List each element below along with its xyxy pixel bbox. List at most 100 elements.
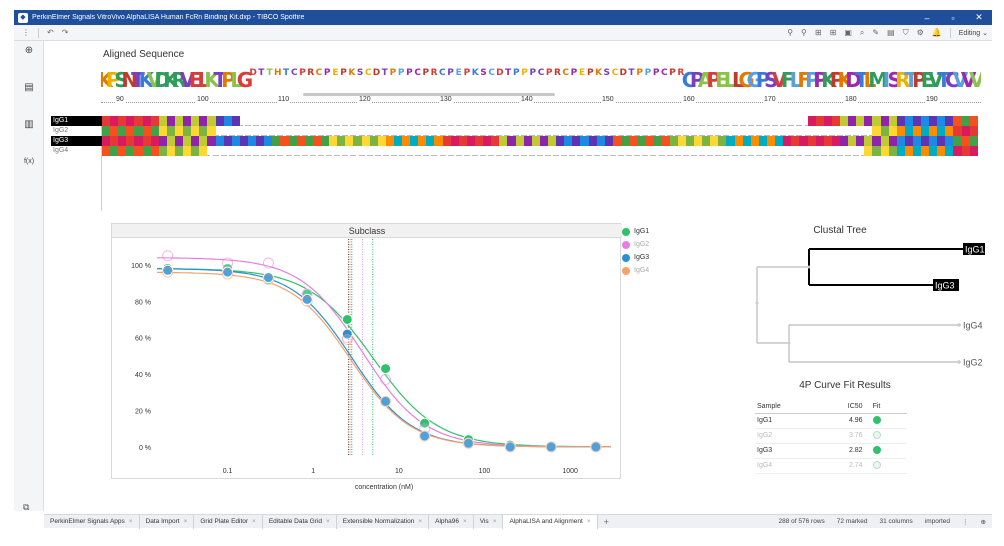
- redo-icon[interactable]: ↷: [61, 28, 69, 37]
- undo-icon[interactable]: ↶: [47, 28, 54, 37]
- logo-letter: D: [496, 68, 503, 78]
- tree-leaf-label[interactable]: IgG3: [935, 281, 955, 291]
- alignment-scrollbar[interactable]: [303, 93, 555, 96]
- tree-leaf-label[interactable]: IgG2: [963, 358, 983, 368]
- toolbar-tool-icon[interactable]: ⚲: [801, 28, 807, 37]
- table-row[interactable]: IgG4 2.74: [755, 458, 907, 474]
- page-tab[interactable]: Alpha96 ×: [429, 514, 474, 529]
- logo-letter: F: [797, 68, 811, 91]
- table-row[interactable]: IgG1 4.96: [755, 413, 907, 429]
- minimize-button[interactable]: –: [924, 12, 930, 23]
- tab-close-icon[interactable]: ×: [325, 517, 330, 525]
- logo-letter: V: [180, 68, 196, 91]
- page-tab[interactable]: PerkinElmer Signals Apps ×: [44, 514, 140, 529]
- tab-close-icon[interactable]: ×: [183, 517, 188, 525]
- toolbar-tool-icon[interactable]: ▣: [844, 28, 852, 37]
- data-point[interactable]: [341, 313, 353, 325]
- logo-letter: P: [645, 68, 652, 78]
- data-point[interactable]: [462, 437, 474, 449]
- function-icon[interactable]: f(x): [23, 158, 35, 165]
- tab-close-icon[interactable]: ×: [128, 517, 133, 525]
- logo-letter: C: [316, 68, 323, 78]
- tab-close-icon[interactable]: ×: [586, 517, 591, 525]
- data-point[interactable]: [222, 268, 234, 280]
- logo-letter: P: [398, 68, 405, 78]
- data-point[interactable]: [262, 273, 274, 285]
- legend-item[interactable]: IgG2: [622, 238, 682, 251]
- toolbar-tool-icon[interactable]: ✎: [872, 28, 880, 37]
- data-point[interactable]: [504, 441, 516, 453]
- table-row[interactable]: IgG3 2.82: [755, 443, 907, 459]
- tab-close-icon[interactable]: ×: [418, 517, 423, 525]
- hierarchy-icon[interactable]: ⧉: [23, 502, 30, 512]
- page-tab[interactable]: Editable Data Grid ×: [263, 514, 337, 529]
- data-point[interactable]: [419, 430, 431, 442]
- data-point[interactable]: [590, 441, 602, 453]
- logo-letter: C: [488, 68, 495, 78]
- sequence-ruler: 90 100 110 120 130 140 150 160 170 180 190: [101, 96, 981, 108]
- toolbar-tool-icon[interactable]: ⛉: [902, 27, 909, 37]
- menu-icon[interactable]: ⋮: [22, 28, 30, 37]
- legend-label: IgG4: [634, 267, 650, 274]
- status-menu-icon[interactable]: ⋮: [962, 518, 969, 526]
- alignment-row[interactable]: IgG2: [45, 126, 980, 136]
- ruler-tick-label: 140: [520, 96, 534, 103]
- toolbar-tool-icon[interactable]: ⌕: [859, 27, 865, 37]
- mode-selector[interactable]: Editing ⌄: [959, 29, 988, 37]
- add-tab-icon[interactable]: +: [603, 516, 609, 527]
- tree-leaf-label[interactable]: IgG1: [965, 245, 985, 255]
- tab-close-icon[interactable]: ×: [462, 517, 467, 525]
- toolbar-tool-icon[interactable]: ⚲: [787, 28, 794, 37]
- logo-letter: G: [237, 68, 253, 91]
- toolbar-tool-icon[interactable]: ⊞: [814, 28, 822, 37]
- data-point[interactable]: [222, 257, 234, 269]
- legend-item[interactable]: IgG4: [622, 264, 682, 277]
- legend-item[interactable]: IgG1: [622, 225, 682, 238]
- alignment-row[interactable]: IgG1: [45, 116, 980, 126]
- page-tab[interactable]: Data Import ×: [140, 514, 195, 529]
- page-tab[interactable]: Extensible Normalization ×: [337, 514, 430, 529]
- logo-letter: S: [480, 68, 486, 78]
- data-point[interactable]: [380, 363, 392, 375]
- legend-item[interactable]: IgG3: [622, 251, 682, 264]
- data-point[interactable]: [380, 374, 392, 386]
- data-icon[interactable]: ▤: [24, 82, 34, 93]
- alignment-row-label[interactable]: IgG4: [53, 147, 69, 154]
- logo-letter: P: [571, 68, 578, 78]
- globe-icon[interactable]: ⊕: [980, 518, 986, 526]
- toolbar-divider: [949, 27, 951, 38]
- ic50-cell: 2.82: [820, 443, 865, 459]
- tab-close-icon[interactable]: ×: [492, 517, 497, 525]
- ic50-cell: 3.76: [820, 428, 865, 444]
- dose-response-chart[interactable]: 0 % 20 % 40 % 60 % 80 % 100 % 0.1 1 10 100 1000 con…: [111, 223, 671, 511]
- data-point[interactable]: [545, 441, 557, 453]
- data-point[interactable]: [380, 395, 392, 407]
- close-button[interactable]: ✕: [975, 12, 983, 22]
- fit-curve: [157, 271, 611, 448]
- toolbar-tool-icon[interactable]: ▤: [887, 28, 895, 37]
- page-tab[interactable]: Grid Plate Editor ×: [194, 514, 263, 529]
- data-point[interactable]: [301, 295, 313, 307]
- table-row[interactable]: IgG2 3.76: [755, 428, 907, 444]
- data-point[interactable]: [341, 333, 353, 345]
- sample-cell: IgG1: [755, 413, 821, 429]
- toolbar-tool-icon[interactable]: ⊞: [829, 28, 837, 37]
- add-icon[interactable]: ⊕: [24, 45, 34, 56]
- alignment-row-label[interactable]: IgG2: [53, 127, 69, 134]
- toolbar-tool-icon[interactable]: 🔔: [931, 28, 942, 37]
- data-point[interactable]: [162, 250, 174, 262]
- data-point[interactable]: [262, 257, 274, 269]
- alignment-row[interactable]: IgG4: [45, 146, 980, 156]
- tree-leaf-label[interactable]: IgG4: [963, 321, 983, 331]
- data-point[interactable]: [162, 266, 174, 278]
- maximize-button[interactable]: ▫: [951, 12, 955, 23]
- clustal-tree[interactable]: IgG1 IgG3 IgG4 IgG2: [705, 239, 985, 379]
- page-tab[interactable]: AlphaLISA and Alignment ×: [503, 514, 598, 529]
- alignment-row[interactable]: IgG3: [45, 136, 980, 146]
- tab-close-icon[interactable]: ×: [252, 517, 256, 525]
- alignment-row-label[interactable]: IgG3: [51, 136, 102, 146]
- page-tab[interactable]: Vis ×: [474, 514, 504, 529]
- visualizations-icon[interactable]: ▥: [24, 119, 34, 130]
- alignment-row-label[interactable]: IgG1: [51, 116, 102, 126]
- toolbar-tool-icon[interactable]: ⚙: [916, 28, 924, 37]
